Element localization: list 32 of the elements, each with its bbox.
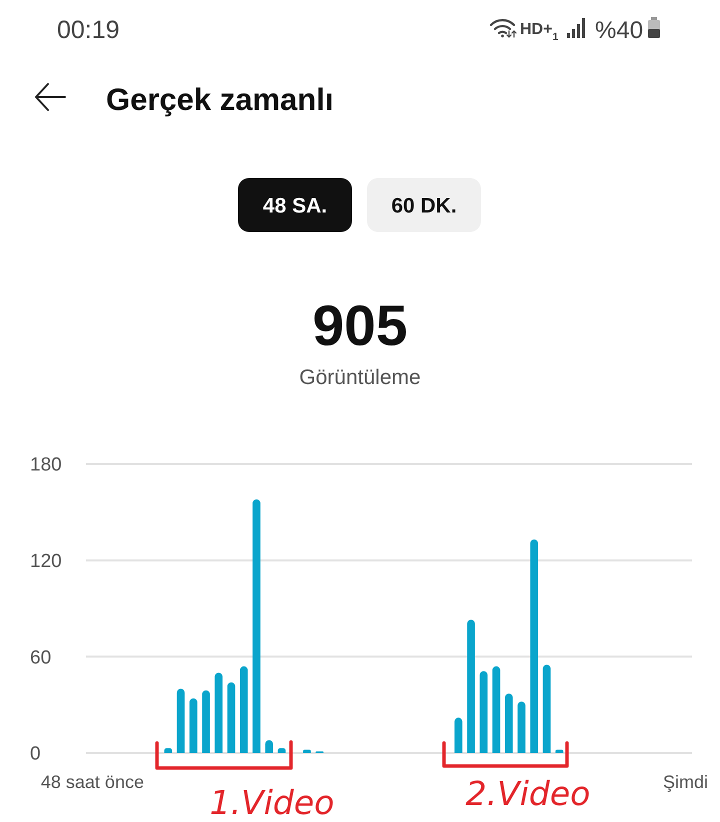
x-tick-label: 48 saat önce	[40, 772, 144, 792]
bar	[518, 702, 526, 753]
text: 00:19	[57, 16, 120, 44]
toggle-button[interactable]	[238, 178, 352, 232]
bar	[542, 664, 551, 753]
text: %40	[595, 17, 644, 44]
y-tick-label: 60	[30, 647, 52, 668]
text: HD+$_{1}$	[520, 21, 558, 42]
bar	[467, 620, 475, 753]
bar	[454, 718, 462, 753]
bar	[480, 671, 488, 753]
chart-title: Gerçek zamanlı	[106, 82, 334, 117]
y-tick-label: 0	[30, 744, 41, 765]
bar	[189, 698, 198, 753]
bar	[492, 666, 500, 753]
bar	[227, 682, 236, 753]
x-tick-label: Şimdi	[663, 772, 708, 792]
text: 1.Video	[210, 783, 334, 822]
text: 2.Video	[466, 774, 590, 813]
bar	[252, 499, 260, 753]
bar	[240, 666, 248, 753]
bar	[202, 690, 210, 753]
text: 905	[312, 294, 408, 358]
y-tick-label: 180	[30, 454, 62, 476]
bar	[504, 694, 513, 753]
bar	[530, 539, 538, 753]
text: Görüntüleme	[299, 366, 421, 389]
text: 60 DK.	[391, 194, 457, 218]
bar	[176, 688, 185, 753]
y-tick-label: 120	[30, 550, 62, 572]
bar	[214, 672, 223, 753]
text: 48 SA.	[262, 194, 328, 218]
